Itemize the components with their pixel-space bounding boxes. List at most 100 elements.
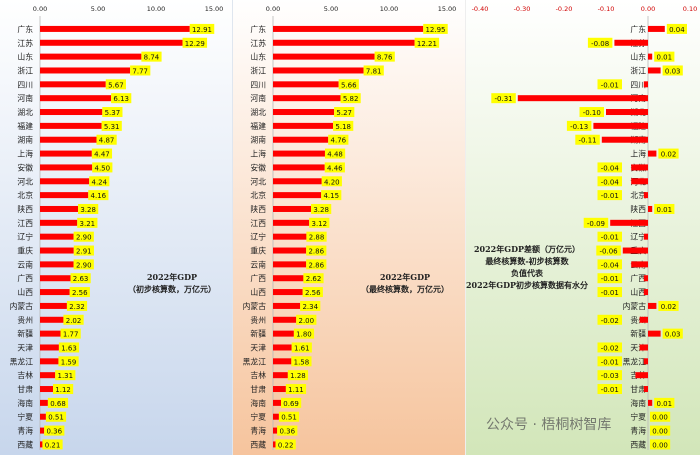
category-label: 河南 [17,93,33,103]
bar [40,164,92,170]
value-label: 3.21 [80,220,96,228]
value-label: 2.34 [302,303,318,311]
category-label: 海南 [630,398,646,408]
value-label: 0.01 [657,206,673,214]
value-label: 1.59 [61,358,77,366]
bar [273,137,328,143]
value-label: 2.91 [76,248,92,256]
value-label: 1.63 [61,344,77,352]
category-label: 西藏 [630,439,646,449]
bar [648,26,665,32]
value-label: 5.82 [343,95,359,103]
bar [273,206,311,212]
category-label: 山西 [250,287,266,297]
bar [648,400,652,406]
category-label: 广东 [17,24,33,34]
category-label: 内蒙古 [623,301,647,311]
note-line: （初步核算数，万亿元） [112,283,232,295]
bar [644,386,648,392]
value-label: 0.21 [45,441,61,449]
bar [648,67,661,73]
value-label: -0.04 [601,261,620,269]
value-label: 1.28 [290,372,306,380]
category-label: 湖南 [250,135,266,145]
value-label: 4.20 [324,178,340,186]
bar [40,414,46,420]
bar [40,344,59,350]
category-label: 山西 [17,287,33,297]
category-label: 上海 [17,149,33,159]
category-label: 陕西 [17,204,33,214]
value-label: -0.13 [570,123,588,131]
note-preliminary: 2022年GDP （初步核算数，万亿元） [112,271,232,295]
value-label: 2.62 [306,275,322,283]
bar [610,220,648,226]
bar [273,400,281,406]
category-label: 辽宁 [17,232,33,242]
value-label: -0.01 [601,234,619,242]
x-tick-label: -0.30 [514,5,531,13]
value-label: -0.01 [601,81,619,89]
category-label: 北京 [17,190,33,200]
bar [40,441,42,447]
category-label: 西藏 [250,439,266,449]
category-label: 内蒙古 [10,301,34,311]
category-label: 陕西 [250,204,266,214]
x-tick-label: -0.20 [556,5,573,13]
category-label: 湖南 [17,135,33,145]
value-label: -0.31 [494,95,512,103]
category-label: 贵州 [250,315,266,325]
value-label: 0.01 [657,400,673,408]
bar [40,178,89,184]
category-label: 江西 [250,219,266,228]
bar [640,344,648,350]
value-label: 0.68 [50,400,66,408]
category-label: 海南 [17,398,33,408]
bar [40,81,106,87]
value-label: 4.24 [91,178,107,186]
category-label: 青海 [17,426,33,436]
category-label: 甘肃 [250,384,266,394]
category-label: 广东 [630,24,646,34]
category-label: 宁夏 [250,412,266,422]
x-tick-label: 10.00 [147,5,166,13]
x-tick-label: -0.10 [598,5,615,13]
bar [273,317,296,323]
value-label: -0.11 [578,137,596,145]
value-label: 3.28 [313,206,329,214]
value-label: 12.95 [425,26,445,34]
value-label: 4.16 [91,192,107,200]
bar [273,67,364,73]
x-tick-label: 15.00 [205,5,224,13]
category-label: 广西 [17,273,33,283]
bar [273,289,303,295]
bar [273,40,415,46]
category-label: 陕西 [630,204,646,214]
bar [273,164,325,170]
value-label: 2.86 [308,248,324,256]
bar [40,317,63,323]
value-label: 2.56 [305,289,321,297]
value-label: 4.47 [94,151,110,159]
panel-difference: -0.40-0.30-0.20-0.100.000.10广东0.04江苏-0.0… [466,0,700,455]
bar [606,109,648,115]
category-label: 贵州 [17,315,33,325]
bar [40,289,70,295]
category-label: 云南 [17,259,33,269]
bar [40,303,67,309]
bar [40,192,88,198]
bar [273,428,277,434]
value-label: 0.04 [669,26,685,34]
category-label: 广西 [250,273,266,283]
value-label: 5.66 [341,81,357,89]
bar [602,137,648,143]
x-tick-label: 0.00 [266,5,280,13]
bar [644,192,648,198]
value-label: -0.08 [591,40,609,48]
bar [40,248,74,254]
value-label: 0.02 [661,303,677,311]
